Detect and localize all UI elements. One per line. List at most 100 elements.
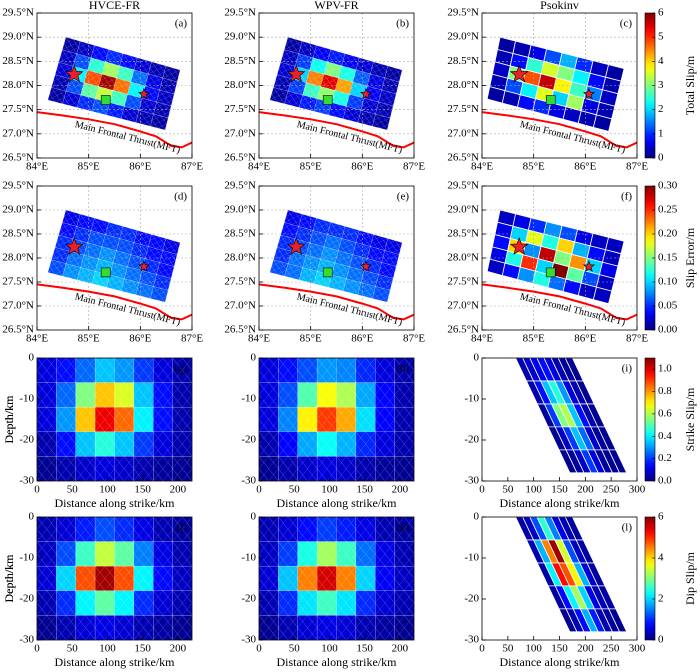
y-tick-label: -30 — [464, 634, 479, 646]
mesh-line — [278, 578, 289, 591]
mesh-line — [360, 282, 367, 291]
mesh-line — [94, 566, 105, 579]
mesh-line — [80, 236, 90, 242]
mesh-line — [143, 370, 154, 383]
mesh-line — [84, 250, 94, 256]
mesh-line — [375, 553, 386, 567]
y-tick-label: 0 — [251, 352, 257, 364]
mesh-line — [110, 242, 117, 251]
station-square — [100, 95, 111, 105]
mesh-line — [104, 370, 115, 383]
mesh-line — [114, 602, 125, 616]
mesh-line — [346, 407, 357, 420]
mesh-line — [105, 260, 112, 270]
mesh-line — [124, 431, 135, 445]
mesh-line — [336, 529, 347, 542]
mesh-line — [345, 75, 355, 81]
mesh-line — [404, 370, 414, 383]
mesh-line — [345, 252, 352, 261]
mesh-line — [375, 627, 386, 640]
mesh-line — [351, 286, 358, 295]
x-axis-label: Distance along strike/km — [500, 655, 621, 669]
mesh-line — [259, 602, 269, 616]
mesh-line — [385, 276, 392, 285]
mesh-line — [339, 71, 346, 81]
station-square — [100, 267, 111, 278]
mesh-line — [182, 566, 192, 579]
mesh-line — [101, 220, 108, 229]
mesh-line — [309, 238, 319, 244]
mesh-line — [278, 382, 289, 396]
mesh-line — [124, 553, 135, 567]
mesh-line — [287, 59, 297, 65]
mesh-line — [99, 222, 109, 227]
mesh-line — [372, 121, 382, 127]
x-tick-label: 150 — [356, 643, 373, 655]
mesh-line — [124, 578, 135, 591]
mesh-line — [346, 382, 357, 396]
mesh-line — [114, 431, 125, 445]
y-tick-label: 28.0°N — [447, 79, 479, 91]
mesh-line — [60, 55, 67, 65]
mesh-line — [64, 211, 74, 217]
mesh-line — [368, 75, 378, 81]
mesh-line — [325, 63, 335, 69]
mesh-line — [151, 234, 158, 243]
y-tick-label: 0 — [474, 511, 480, 523]
mesh-line — [394, 602, 405, 616]
mesh-line — [117, 67, 127, 73]
mesh-line — [306, 78, 316, 83]
station-square — [545, 95, 556, 105]
mesh-line — [284, 99, 294, 104]
mesh-line — [336, 370, 347, 383]
mesh-line — [362, 99, 372, 105]
mesh-line — [354, 248, 361, 257]
mesh-line — [153, 394, 164, 408]
mesh-line — [372, 294, 382, 299]
mesh-line — [46, 602, 57, 616]
slip-cell — [355, 456, 376, 481]
mesh-line — [133, 529, 144, 542]
mesh-line — [391, 75, 401, 81]
mesh-line — [94, 394, 105, 408]
mesh-line — [143, 394, 154, 408]
mesh-line — [73, 61, 83, 67]
mesh-line — [103, 236, 113, 241]
mesh-line — [370, 69, 380, 75]
mesh-line — [394, 468, 405, 481]
mesh-line — [365, 407, 376, 420]
mesh-line — [153, 382, 164, 396]
mesh-line — [156, 274, 163, 283]
mesh-line — [143, 517, 154, 530]
mesh-line — [259, 468, 269, 481]
mesh-line — [365, 456, 376, 469]
mesh-line — [162, 407, 173, 420]
mesh-line — [46, 517, 57, 530]
mesh-line — [378, 97, 388, 103]
mesh-line — [49, 261, 59, 267]
mesh-line — [153, 282, 163, 287]
plot-area — [259, 13, 414, 158]
mesh-line — [297, 382, 308, 396]
mesh-line — [268, 358, 279, 371]
mesh-line — [143, 443, 154, 457]
mesh-line — [376, 108, 384, 117]
mesh-line — [143, 431, 154, 445]
mesh-line — [133, 541, 144, 555]
mesh-line — [287, 468, 298, 481]
mesh-line — [355, 431, 366, 445]
mesh-line — [332, 65, 342, 71]
mesh-line — [172, 407, 183, 420]
mesh-line — [300, 246, 307, 256]
mesh-line — [133, 407, 144, 420]
mesh-line — [268, 590, 279, 604]
mesh-line — [124, 358, 135, 371]
mesh-line — [182, 431, 192, 445]
mesh-line — [373, 292, 380, 301]
mesh-line — [336, 382, 347, 396]
mesh-line — [323, 69, 333, 75]
mesh-line — [271, 89, 281, 94]
mesh-line — [85, 431, 96, 445]
mesh-line — [133, 358, 144, 371]
mesh-line — [316, 602, 327, 616]
